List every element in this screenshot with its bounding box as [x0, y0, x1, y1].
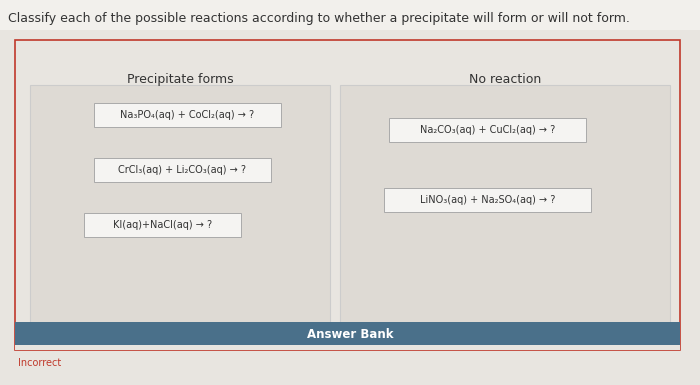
Text: Na₂CO₃(aq) + CuCl₂(aq) → ?: Na₂CO₃(aq) + CuCl₂(aq) → ?: [420, 125, 555, 135]
FancyBboxPatch shape: [0, 0, 700, 30]
Text: Answer Bank: Answer Bank: [307, 328, 393, 341]
Text: Classify each of the possible reactions according to whether a precipitate will : Classify each of the possible reactions …: [8, 12, 630, 25]
FancyBboxPatch shape: [384, 188, 591, 212]
Text: Incorrect: Incorrect: [18, 358, 62, 368]
Text: CrCl₃(aq) + Li₂CO₃(aq) → ?: CrCl₃(aq) + Li₂CO₃(aq) → ?: [118, 165, 246, 175]
FancyBboxPatch shape: [340, 85, 670, 325]
Text: KI(aq)+NaCl(aq) → ?: KI(aq)+NaCl(aq) → ?: [113, 220, 212, 230]
Text: LiNO₃(aq) + Na₂SO₄(aq) → ?: LiNO₃(aq) + Na₂SO₄(aq) → ?: [420, 195, 555, 205]
FancyBboxPatch shape: [30, 85, 330, 325]
Text: Precipitate forms: Precipitate forms: [127, 73, 233, 86]
FancyBboxPatch shape: [15, 322, 680, 350]
FancyBboxPatch shape: [84, 213, 241, 237]
FancyBboxPatch shape: [389, 118, 586, 142]
FancyBboxPatch shape: [15, 40, 680, 350]
Text: No reaction: No reaction: [469, 73, 541, 86]
FancyBboxPatch shape: [94, 158, 271, 182]
FancyBboxPatch shape: [15, 345, 680, 350]
FancyBboxPatch shape: [94, 103, 281, 127]
Text: Na₃PO₄(aq) + CoCl₂(aq) → ?: Na₃PO₄(aq) + CoCl₂(aq) → ?: [120, 110, 255, 120]
